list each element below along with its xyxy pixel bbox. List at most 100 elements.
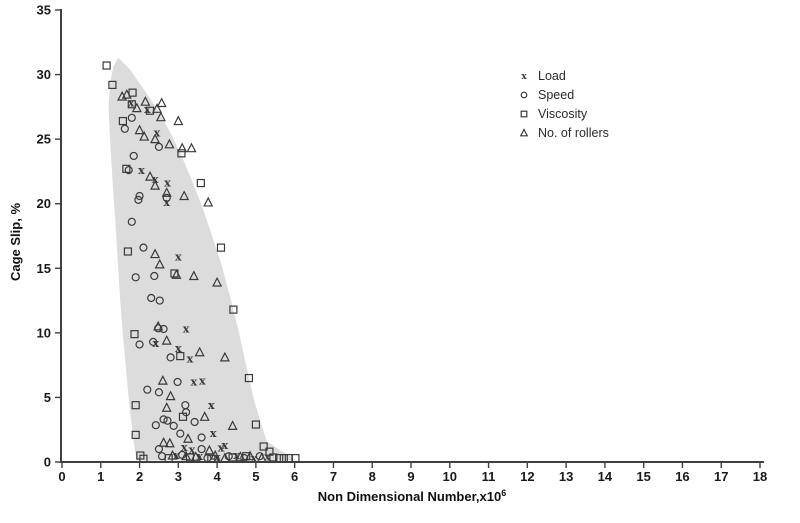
data-point-no-of-rollers <box>167 449 178 460</box>
data-point-speed <box>135 191 144 201</box>
data-point-no-of-rollers <box>121 88 132 99</box>
data-point-no-of-rollers <box>177 142 188 153</box>
data-point-no-of-rollers <box>256 452 267 463</box>
data-point-viscosity <box>259 442 268 451</box>
x-tick-label: 3 <box>175 469 182 484</box>
data-point-no-of-rollers <box>165 390 176 401</box>
data-point-viscosity <box>131 430 140 439</box>
data-point-speed <box>173 377 182 387</box>
data-point-speed <box>150 271 159 281</box>
x-tick-label: 9 <box>407 469 414 484</box>
x-tick-label: 5 <box>252 469 259 484</box>
data-point-speed <box>151 421 160 430</box>
data-point-load: x <box>128 96 135 110</box>
data-point-load: x <box>196 449 203 463</box>
data-point-speed <box>149 337 158 346</box>
data-point-no-of-rollers <box>188 270 199 281</box>
data-point-viscosity <box>177 149 186 158</box>
data-point-speed <box>190 417 199 427</box>
data-point-speed <box>197 444 206 454</box>
data-point-no-of-rollers <box>179 190 190 201</box>
data-point-viscosity <box>275 454 284 463</box>
data-point-speed <box>135 340 144 349</box>
data-point-load: x <box>152 172 159 186</box>
data-point-no-of-rollers <box>235 451 246 461</box>
y-tick-label: 15 <box>37 261 51 276</box>
data-point-viscosity <box>122 164 131 173</box>
data-point-speed <box>129 151 138 161</box>
data-point-no-of-rollers <box>150 179 161 190</box>
data-point-load: x <box>210 426 217 440</box>
data-point-load: x <box>187 351 194 365</box>
data-point-no-of-rollers <box>150 248 161 259</box>
x-tick-label: 7 <box>330 469 337 484</box>
legend: x Load Speed Viscosity No. of rollers <box>519 69 609 140</box>
data-point-speed <box>176 429 185 438</box>
data-point-no-of-rollers <box>245 450 256 461</box>
triangle-marker-icon <box>519 128 529 137</box>
data-point-speed <box>159 415 168 424</box>
data-point-no-of-rollers <box>161 187 172 197</box>
data-point-load: x <box>144 102 151 116</box>
x-tick-label: 18 <box>753 469 767 484</box>
data-point-viscosity <box>108 80 117 90</box>
data-point-load: x <box>164 176 171 190</box>
data-point-viscosity <box>279 454 288 463</box>
data-point-no-of-rollers <box>154 258 165 269</box>
data-point-speed <box>240 454 249 463</box>
x-tick-label: 1 <box>97 469 104 484</box>
data-point-load: x <box>264 449 271 463</box>
data-point-viscosity <box>229 305 238 314</box>
circle-marker-icon <box>520 91 528 99</box>
data-point-speed <box>131 273 140 282</box>
data-point-load: x <box>208 398 215 412</box>
legend-item-label: Speed <box>538 88 574 102</box>
data-point-load: x <box>163 195 170 209</box>
x-tick-label: 16 <box>675 469 689 484</box>
x-tick-label: 14 <box>598 469 613 484</box>
data-point-no-of-rollers <box>164 138 175 149</box>
data-point-no-of-rollers <box>157 374 168 385</box>
data-point-viscosity <box>127 100 136 109</box>
data-point-load: x <box>222 438 229 452</box>
x-tick-label: 0 <box>58 469 65 484</box>
x-tick-label: 17 <box>714 469 728 484</box>
data-point-no-of-rollers <box>204 444 215 455</box>
data-point-viscosity <box>196 178 205 188</box>
data-point-no-of-rollers <box>219 452 230 463</box>
data-point-load: x <box>183 322 190 336</box>
data-point-viscosity <box>139 454 148 463</box>
data-point-speed <box>163 416 172 425</box>
data-point-no-of-rollers <box>212 276 223 287</box>
data-point-no-of-rollers <box>219 351 230 362</box>
x-tick-label: 13 <box>559 469 573 484</box>
data-point-no-of-rollers <box>153 320 164 331</box>
data-point-load: x <box>218 440 225 454</box>
y-axis-ticks: 0 5 10 15 20 25 30 35 <box>37 3 61 470</box>
data-point-viscosity <box>176 352 185 361</box>
data-point-viscosity <box>216 243 226 252</box>
y-tick-label: 25 <box>37 132 51 147</box>
data-point-speed <box>154 388 164 397</box>
data-point-viscosity <box>178 412 188 421</box>
data-point-speed <box>124 166 133 175</box>
data-point-no-of-rollers <box>199 411 210 421</box>
data-point-no-of-rollers <box>182 433 194 443</box>
data-point-viscosity <box>291 454 300 463</box>
x-tick-label: 6 <box>291 469 298 484</box>
x-tick-label: 4 <box>213 469 221 484</box>
legend-item-no-of-rollers: No. of rollers <box>519 126 609 140</box>
data-point-viscosity <box>102 61 111 70</box>
data-point-no-of-rollers <box>227 420 238 430</box>
y-tick-label: 10 <box>37 325 51 340</box>
scatter-envelope <box>108 57 297 461</box>
data-point-no-of-rollers <box>190 451 201 461</box>
data-point-speed <box>197 433 206 442</box>
data-point-no-of-rollers <box>203 196 214 207</box>
x-tick-label: 11 <box>482 469 496 484</box>
data-point-no-of-rollers <box>131 102 142 113</box>
data-point-viscosity <box>251 420 260 429</box>
y-tick-label: 5 <box>44 390 51 405</box>
